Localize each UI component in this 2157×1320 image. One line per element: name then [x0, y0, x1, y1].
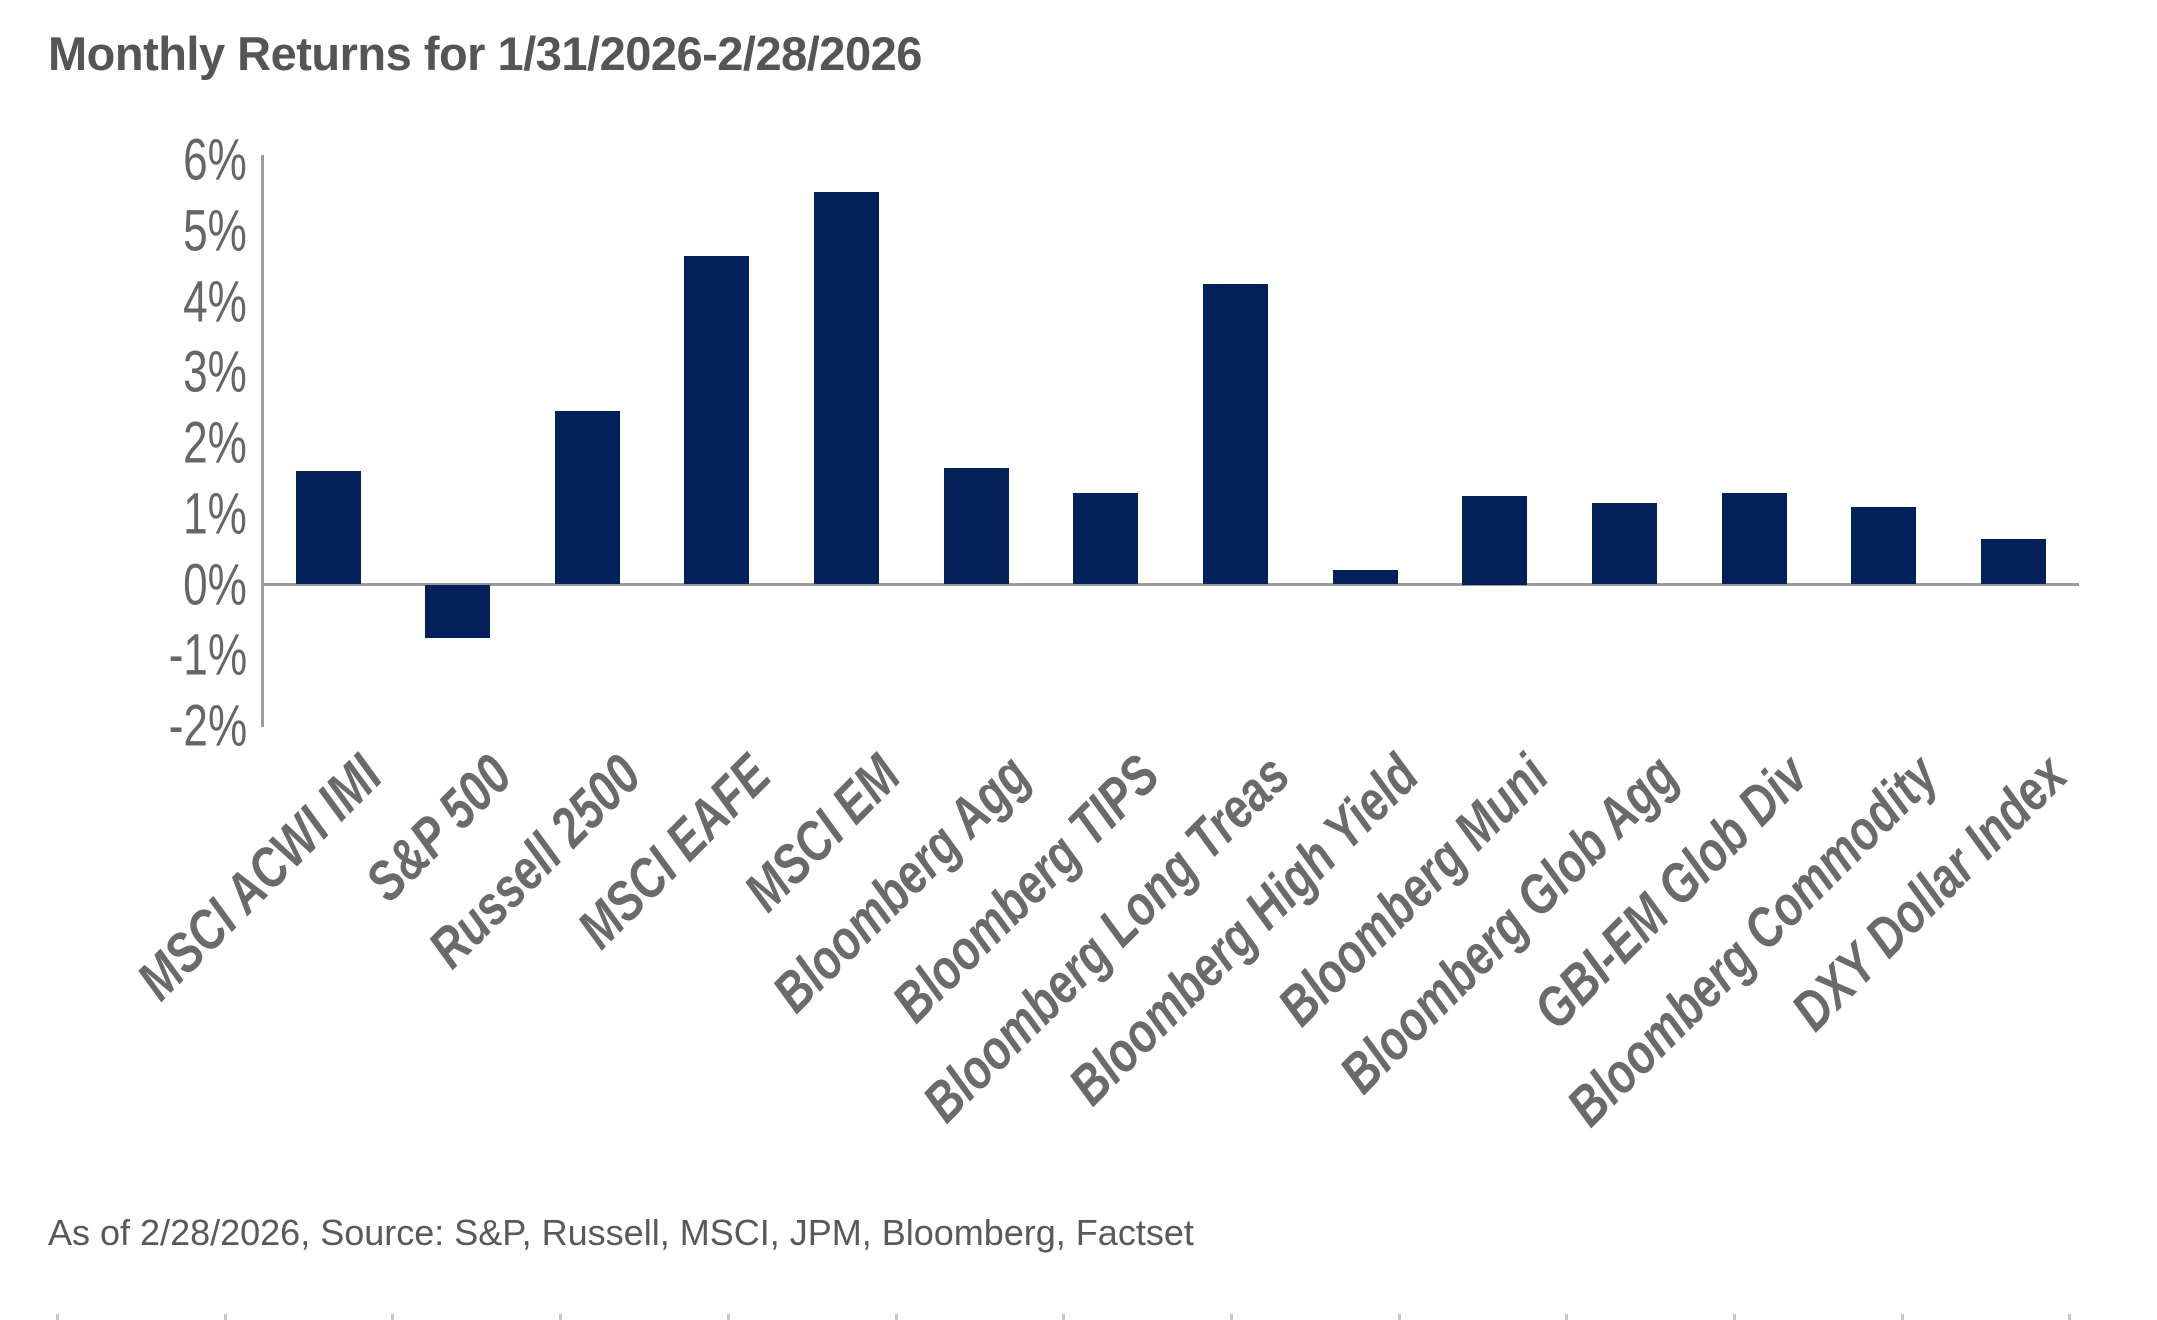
bar-bloomberg-glob-agg [1591, 503, 1657, 585]
y-tick-label: 0% [183, 552, 247, 617]
bar-msci-em [814, 192, 880, 585]
bottom-edge-mark [391, 1314, 395, 1320]
bottom-edge-mark [894, 1314, 898, 1320]
zero-baseline [261, 583, 2079, 586]
bar-bloomberg-agg [943, 467, 1009, 585]
bottom-edge-mark [726, 1314, 730, 1320]
y-tick-label: 6% [183, 127, 247, 193]
y-axis-line [261, 155, 264, 727]
source-note: As of 2/28/2026, Source: S&P, Russell, M… [48, 1212, 1194, 1253]
y-tick-label: 2% [183, 410, 247, 476]
chart-title: Monthly Returns for 1/31/2026-2/28/2026 [48, 27, 922, 80]
bar-bloomberg-long-treas [1202, 284, 1268, 585]
bottom-edge-mark [1900, 1314, 1904, 1320]
y-tick-label: 5% [183, 198, 247, 264]
bottom-edge-mark [1397, 1314, 1401, 1320]
bar-gbi-em-glob-div [1721, 492, 1787, 585]
bottom-edge-mark [1062, 1314, 1066, 1320]
bar-msci-eafe [684, 255, 750, 585]
bottom-edge-mark [1229, 1314, 1233, 1320]
bottom-edge-mark [1565, 1314, 1569, 1320]
bar-bloomberg-high-yield [1332, 570, 1398, 585]
bar-dxy-dollar-index [1980, 538, 2046, 585]
y-tick-label: -1% [168, 622, 247, 688]
bottom-edge-mark [1733, 1314, 1736, 1320]
y-tick-label: 1% [183, 481, 247, 547]
bar-bloomberg-muni [1462, 496, 1528, 585]
y-tick-label: 3% [183, 339, 247, 405]
bar-russell-2500 [554, 411, 620, 585]
y-tick-label: -2% [168, 693, 247, 759]
y-tick-label: 4% [183, 269, 247, 335]
bottom-edge-mark [56, 1314, 59, 1320]
bottom-edge-mark [559, 1314, 563, 1320]
bottom-edge-mark [2068, 1314, 2072, 1320]
bar-bloomberg-tips [1073, 492, 1139, 585]
bar-bloomberg-commodity [1851, 506, 1917, 585]
bottom-edge-mark [223, 1314, 227, 1320]
bar-msci-acwi-imi [295, 471, 361, 585]
x-category-label: MSCI ACWI IMI [124, 742, 394, 1012]
bar-s-p-500 [425, 584, 491, 638]
